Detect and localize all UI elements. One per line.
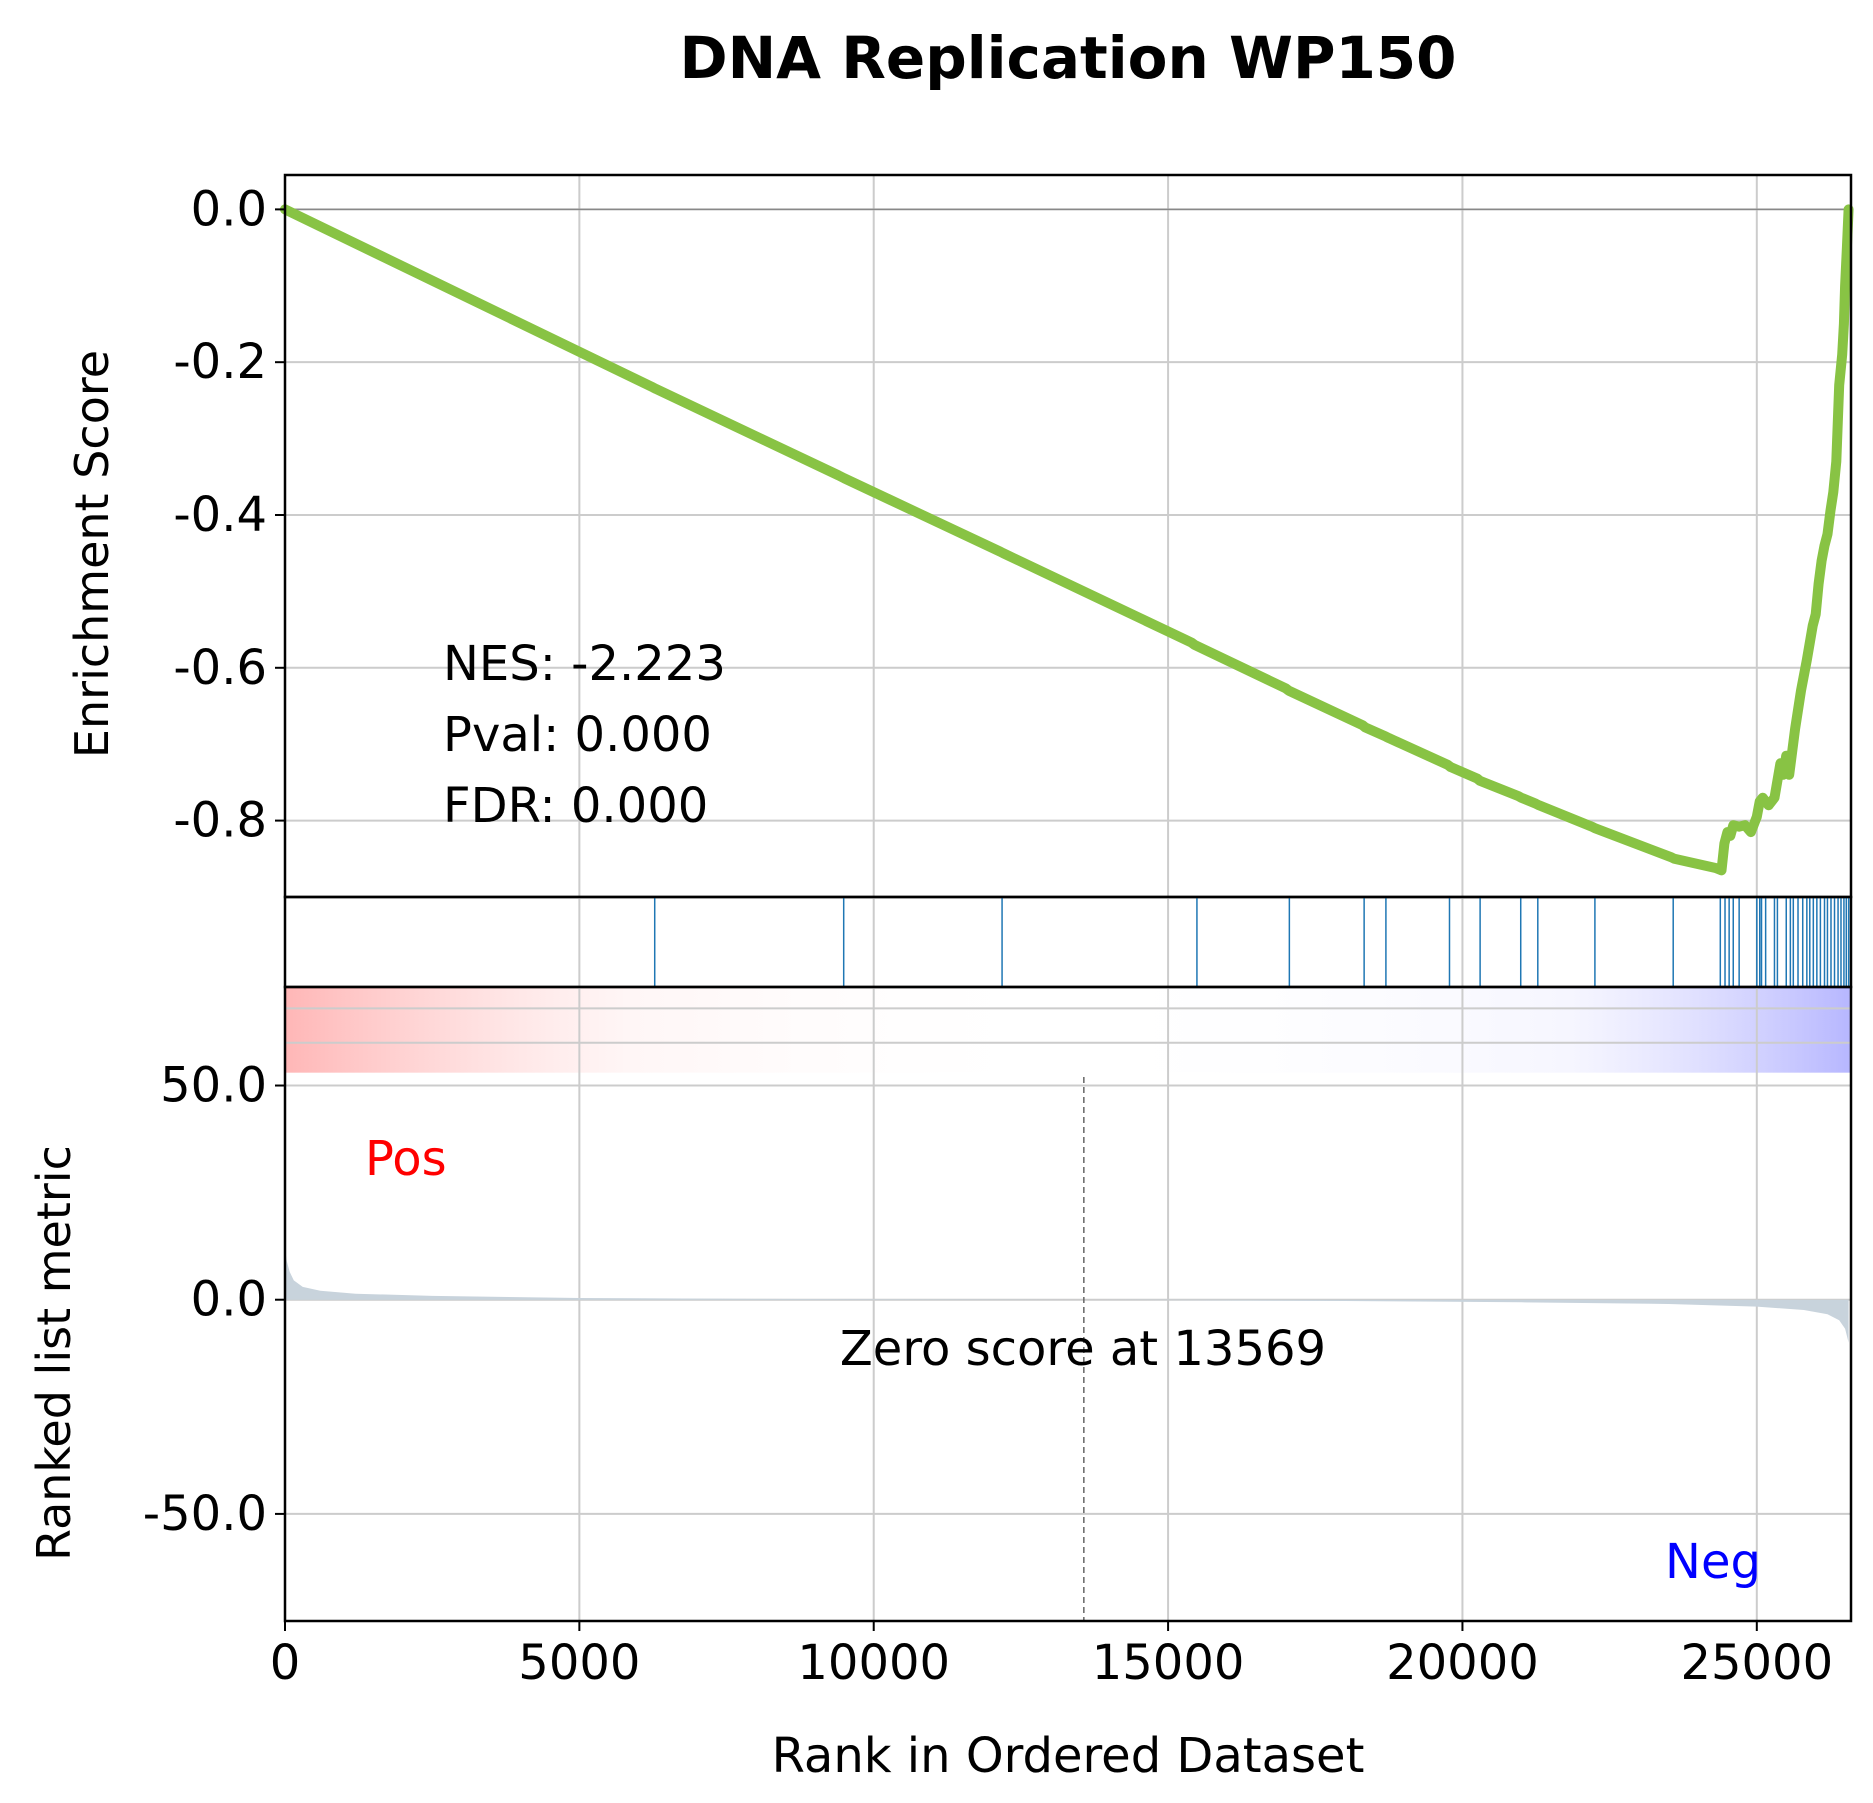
hits-grid bbox=[284, 897, 1758, 987]
enrichment-score-line bbox=[280, 204, 1854, 876]
enrichment-y-ticks: 0.0 -0.2 -0.4 -0.6 -0.8 bbox=[173, 181, 285, 849]
metric-heat-band bbox=[285, 987, 1851, 1073]
y-tick-label: -0.6 bbox=[173, 640, 267, 696]
y-tick-label: 0.0 bbox=[191, 181, 267, 237]
y-tick-label: -0.2 bbox=[173, 334, 267, 390]
x-tick-label: 20000 bbox=[1386, 1635, 1539, 1691]
x-tick-label: 10000 bbox=[797, 1635, 950, 1691]
pos-label: Pos bbox=[365, 1131, 447, 1187]
hits-panel bbox=[283, 895, 1853, 989]
metric-y-label: Ranked list metric bbox=[27, 1145, 81, 1561]
metric-panel: 50.00.0-50.0 Ranked list metric Pos Neg … bbox=[27, 985, 1853, 1623]
enrichment-panel: 0.0 -0.2 -0.4 -0.6 -0.8 Enrichment Score NES… bbox=[65, 173, 1854, 899]
x-axis-ticks: 0 5000 10000 15000 20000 25000 bbox=[270, 1621, 1833, 1691]
x-tick-label: 0 bbox=[270, 1635, 301, 1691]
chart-title: DNA Replication WP150 bbox=[679, 24, 1456, 92]
metric-frame bbox=[283, 985, 1853, 1623]
neg-label: Neg bbox=[1665, 1534, 1761, 1590]
y-tick-label: -0.8 bbox=[173, 793, 267, 849]
hits-frame bbox=[283, 895, 1853, 989]
x-axis-label: Rank in Ordered Dataset bbox=[772, 1728, 1365, 1784]
y-tick-label: -0.4 bbox=[173, 487, 267, 543]
metric-grid bbox=[284, 987, 1851, 1621]
y-tick-label: 50.0 bbox=[160, 1058, 267, 1114]
pval-stat: Pval: 0.000 bbox=[443, 707, 712, 763]
x-tick-label: 25000 bbox=[1680, 1635, 1833, 1691]
metric-y-ticks: 50.0 0.0 -50.0 bbox=[143, 1058, 285, 1542]
enrichment-y-label: Enrichment Score bbox=[65, 350, 119, 758]
y-tick-label: 0.0 bbox=[191, 1272, 267, 1328]
x-tick-label: 5000 bbox=[518, 1635, 640, 1691]
zero-score-label: Zero score at 13569 bbox=[840, 1321, 1326, 1377]
fdr-stat: FDR: 0.000 bbox=[443, 778, 708, 834]
x-tick-label: 15000 bbox=[1092, 1635, 1245, 1691]
y-tick-label: -50.0 bbox=[143, 1486, 267, 1542]
hit-markers bbox=[653, 897, 1850, 987]
nes-stat: NES: -2.223 bbox=[443, 636, 726, 692]
